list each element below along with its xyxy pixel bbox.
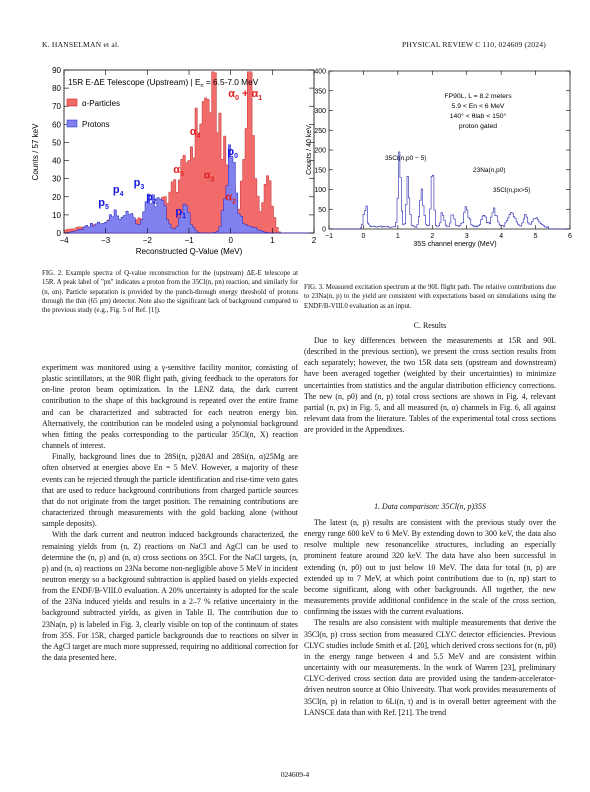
legend-swatch-protons [66, 119, 78, 128]
peak-label-p2: p2 [146, 191, 157, 205]
legend-alpha: α-Particles [82, 99, 120, 108]
fig3-label-cl-px5: 35Cl(n,px>5) [493, 187, 530, 194]
fig2-ytick-label: 10 [52, 211, 61, 220]
fig3-info-line: 5.9 < En < 6 MeV [452, 103, 505, 110]
fig3-ytick-label: 50 [318, 207, 326, 214]
fig3-label-na: 23Na(n,p0) [473, 167, 506, 174]
fig2-xtick-label: −2 [143, 236, 153, 245]
peak-label-p4: p4 [113, 184, 124, 198]
fig2-ytick-label: 20 [52, 193, 61, 202]
fig2-xtick-label: −4 [59, 236, 69, 245]
fig3-xtick-label: 0 [361, 233, 365, 240]
fig3-info: FP90L, L = 8.2 meters 5.9 < En < 6 MeV 1… [444, 93, 512, 130]
right-column-text-b: The latest (n, p) results are consistent… [304, 517, 556, 718]
peak-label-a0a1: α0 + α1 [228, 88, 262, 102]
paragraph: Due to key differences between the measu… [304, 336, 556, 435]
running-header-journal: PHYSICAL REVIEW C 110, 024609 (2024) [401, 40, 546, 49]
fig3-xtick-label: 6 [568, 233, 572, 240]
subsection-title: 1. Data comparison: 35Cl(n, p)35S [374, 502, 486, 511]
section-title: C. Results [413, 321, 447, 330]
fig3-xlabel: 35S channel energy (MeV) [413, 241, 496, 248]
fig3-xtick-label: 5 [534, 233, 538, 240]
fig2-ylabel: Counts / 57 keV [31, 123, 40, 181]
fig2-ytick-label: 60 [52, 120, 61, 129]
fig3-ytick-label: 200 [314, 148, 326, 155]
fig2-ytick-label: 30 [52, 175, 61, 184]
fig3-xtick-label: 4 [499, 233, 503, 240]
fig3-info-line: proton gated [459, 123, 497, 130]
fig3-ytick-label: 300 [314, 108, 326, 115]
fig3-ytick-label: 350 [314, 88, 326, 95]
peak-label-p1: p1 [175, 206, 186, 220]
legend-swatch-alpha [66, 98, 78, 107]
fig2-xtick-label: 2 [312, 236, 317, 245]
fig2-xtick-label: −3 [101, 236, 111, 245]
fig3-xtick-label: 2 [430, 233, 434, 240]
running-header-authors: K. HANSELMAN et al. [42, 40, 120, 49]
fig3-info-line: 140° < θlab < 150° [450, 112, 507, 120]
fig2-title: 15R E-ΔE Telescope (Upstream) | En = 6.5… [68, 77, 259, 89]
fig2-xtick-label: 0 [228, 236, 233, 245]
legend-protons: Protons [82, 120, 110, 129]
fig2-xtick-label: 1 [270, 236, 275, 245]
fig3-ytick-label: 250 [314, 128, 326, 135]
paragraph: experiment was monitored using a γ-sensi… [42, 363, 298, 451]
fig3-info-line: FP90L, L = 8.2 meters [444, 93, 512, 100]
fig2-ytick-label: 90 [52, 66, 61, 75]
peak-label-p0: p0 [227, 146, 238, 160]
peak-label-a2: α2 [225, 191, 236, 205]
fig2-ytick-label: 70 [52, 102, 61, 111]
peak-label-a3: α3 [204, 170, 215, 184]
fig3-ytick-label: 150 [314, 167, 326, 174]
fig2-caption: FIG. 2. Example spectra of Q-value recon… [42, 270, 298, 315]
fig3-ytick-label: 100 [314, 187, 326, 194]
fig2-ytick-label: 40 [52, 157, 61, 166]
paragraph: Finally, background lines due to 28Si(n,… [42, 452, 298, 529]
fig3-ylabel: Counts / 40 keV [306, 125, 313, 175]
page-number: 024609-4 [280, 770, 310, 779]
fig3-ytick-label: 400 [314, 69, 326, 76]
fig2-ytick-label: 80 [52, 84, 61, 93]
fig2-xlabel: Reconstructed Q-Value (MeV) [136, 247, 243, 256]
proton-histogram [63, 144, 314, 234]
fig3-label-cl-p05: 35Cl(n,p0 − 5) [385, 155, 426, 162]
fig2-ytick-label: 0 [57, 229, 62, 238]
paragraph: With the dark current and neutron induce… [42, 530, 298, 663]
peak-label-p3: p3 [134, 177, 145, 191]
fig3-xtick-label: 1 [396, 233, 400, 240]
fig3-caption: FIG. 3. Measured excitation spectrum at … [304, 284, 556, 310]
fig3-ytick-label: 0 [322, 227, 326, 234]
peak-label-p5: p5 [98, 197, 109, 211]
peak-label-a4: α4 [190, 126, 201, 140]
fig3-xtick-label: 3 [465, 233, 469, 240]
left-column-text: experiment was monitored using a γ-sensi… [42, 362, 298, 663]
right-column-text-a: Due to key differences between the measu… [304, 335, 556, 435]
paragraph: The results are also consistent with mul… [304, 618, 556, 717]
fig3-xtick-label: −1 [325, 233, 333, 240]
fig2-ytick-label: 50 [52, 138, 61, 147]
fig3-histogram [329, 151, 570, 230]
paragraph: The latest (n, p) results are consistent… [304, 518, 556, 617]
peak-label-a5: α5 [173, 164, 184, 178]
fig2-xtick-label: −1 [184, 236, 194, 245]
